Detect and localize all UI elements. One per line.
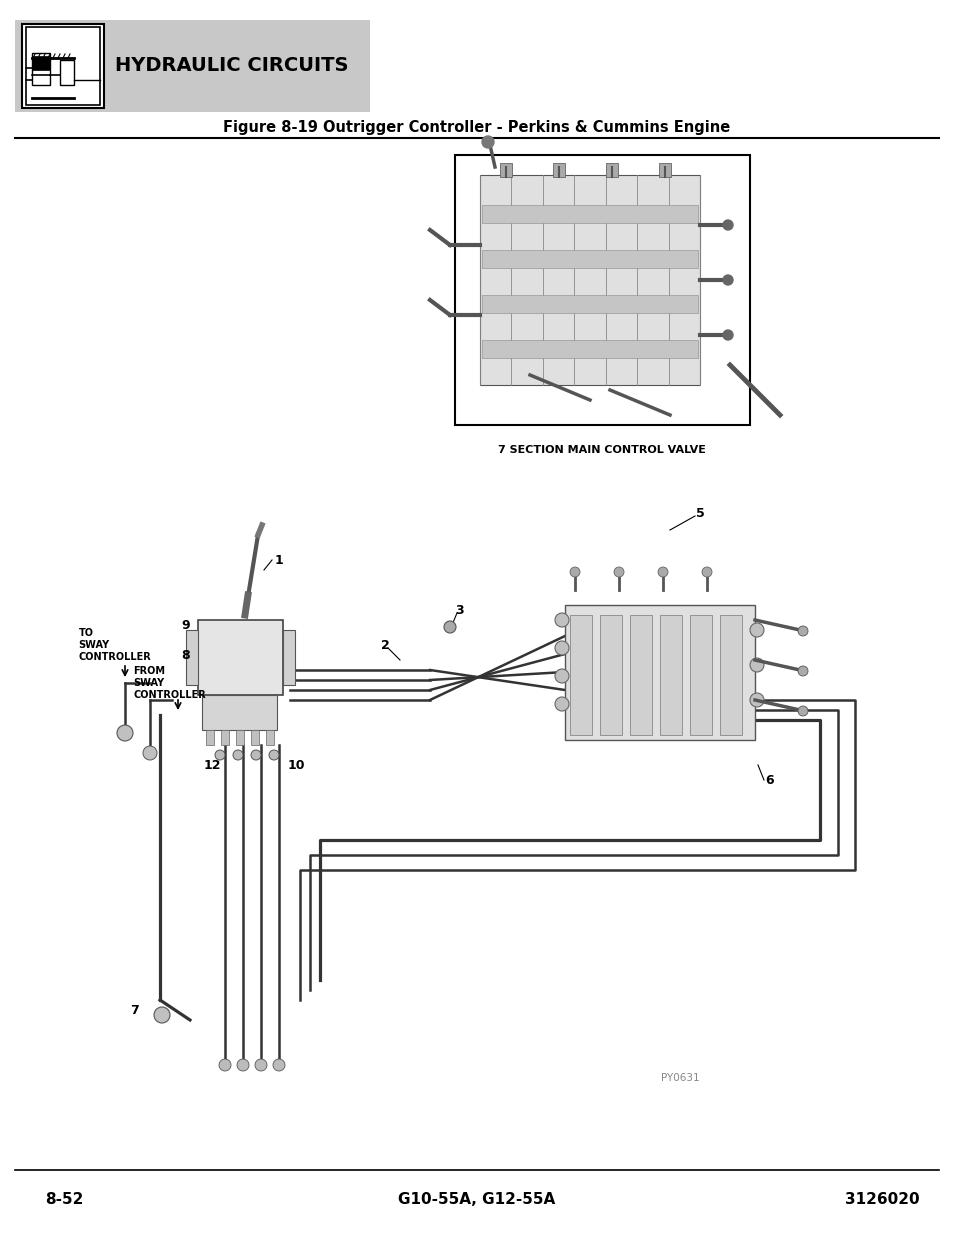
Circle shape [555,641,568,655]
Text: 6: 6 [764,773,773,787]
Text: 7 SECTION MAIN CONTROL VALVE: 7 SECTION MAIN CONTROL VALVE [497,445,705,454]
Circle shape [273,1058,285,1071]
Text: G10-55A, G12-55A: G10-55A, G12-55A [398,1193,555,1208]
Circle shape [749,622,763,637]
Text: 3: 3 [456,604,464,616]
Circle shape [236,1058,249,1071]
Text: HYDRAULIC CIRCUITS: HYDRAULIC CIRCUITS [115,56,348,74]
Bar [202,695,276,730]
Bar [569,615,592,735]
Bar [235,730,244,745]
Circle shape [701,567,711,577]
Text: 10: 10 [288,758,305,772]
Bar [479,175,700,385]
Bar [599,615,621,735]
Circle shape [797,626,807,636]
Bar [221,730,229,745]
Circle shape [214,750,225,760]
Bar [659,163,670,177]
Bar [720,615,741,735]
Circle shape [555,613,568,627]
Bar [481,340,698,358]
Circle shape [143,746,157,760]
Circle shape [797,666,807,676]
Circle shape [614,567,623,577]
Bar [26,27,100,105]
Bar [32,56,50,70]
Text: 7: 7 [131,1004,139,1016]
Bar [251,730,258,745]
Bar [481,205,698,224]
Circle shape [658,567,667,577]
Text: TO
SWAY
CONTROLLER: TO SWAY CONTROLLER [78,629,152,662]
Circle shape [555,697,568,711]
Bar [455,156,749,425]
Circle shape [722,275,732,285]
Circle shape [117,725,132,741]
Circle shape [722,220,732,230]
Text: 1: 1 [274,553,283,567]
Bar [553,163,564,177]
Text: 2: 2 [380,638,389,652]
Circle shape [251,750,261,760]
Bar [499,163,512,177]
Bar [564,605,754,740]
Circle shape [481,136,494,148]
Bar [60,61,74,85]
Text: 9: 9 [181,619,190,631]
Circle shape [749,658,763,672]
Circle shape [722,330,732,340]
Circle shape [569,567,579,577]
Circle shape [219,1058,231,1071]
Bar [481,295,698,312]
Text: 12: 12 [203,758,220,772]
Bar [198,620,283,695]
Bar [689,615,711,735]
Circle shape [233,750,243,760]
Circle shape [153,1007,170,1023]
Bar [283,630,294,685]
Bar [15,20,370,112]
Bar [266,730,274,745]
Text: 3126020: 3126020 [844,1193,919,1208]
Bar [481,249,698,268]
Text: 8-52: 8-52 [45,1193,83,1208]
Bar [605,163,618,177]
Circle shape [749,693,763,706]
Circle shape [269,750,278,760]
Bar [629,615,651,735]
Circle shape [555,669,568,683]
Text: 8: 8 [181,648,190,662]
Bar [206,730,213,745]
Circle shape [797,706,807,716]
Circle shape [254,1058,267,1071]
Text: PY0631: PY0631 [660,1073,699,1083]
Bar [32,53,50,85]
Text: Figure 8-19 Outrigger Controller - Perkins & Cummins Engine: Figure 8-19 Outrigger Controller - Perki… [223,120,730,135]
Bar [659,615,681,735]
Bar [186,630,198,685]
Text: 5: 5 [695,506,703,520]
Bar [22,23,104,107]
Circle shape [443,621,456,634]
Text: FROM
SWAY
CONTROLLER: FROM SWAY CONTROLLER [133,667,206,699]
